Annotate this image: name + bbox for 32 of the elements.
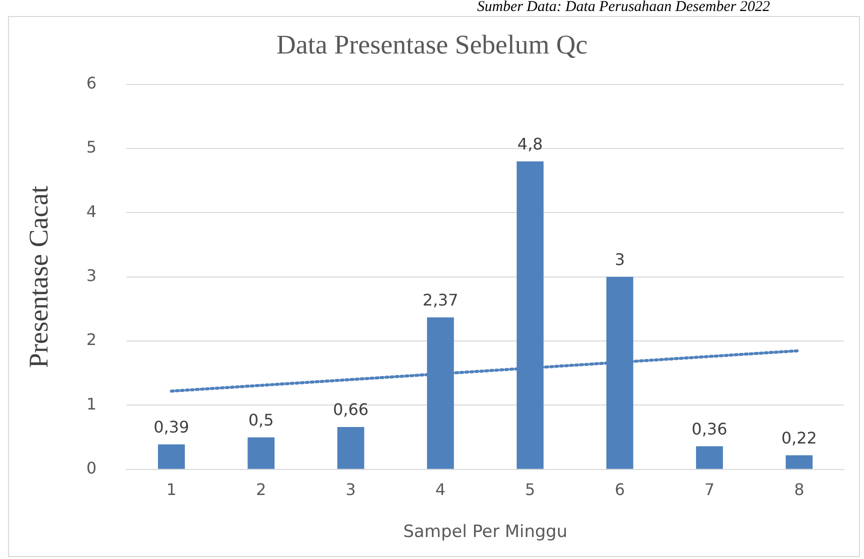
y-tick-label: 1 <box>86 394 97 414</box>
data-label: 4,8 <box>517 134 543 154</box>
bar <box>158 444 185 469</box>
bar <box>337 427 364 469</box>
x-tick-label: 5 <box>525 480 536 500</box>
bar <box>696 446 723 469</box>
data-label: 3 <box>614 250 625 270</box>
x-tick-label: 1 <box>166 480 177 500</box>
x-tick-label: 3 <box>346 480 356 500</box>
x-tick-label: 2 <box>256 480 266 500</box>
y-tick-label: 3 <box>86 266 97 286</box>
data-label: 0,5 <box>248 410 274 430</box>
x-tick-label: 7 <box>704 480 715 500</box>
data-label: 0,39 <box>154 418 190 437</box>
x-tick-label: 4 <box>435 480 446 500</box>
y-tick-label: 2 <box>86 330 97 350</box>
data-label: 2,37 <box>422 290 458 310</box>
y-axis-title: Presentase Cacat <box>23 185 54 368</box>
x-axis-title: Sampel Per Minggu <box>403 522 568 542</box>
x-tick-label: 8 <box>794 480 804 500</box>
x-tick-label: 6 <box>614 480 625 500</box>
y-tick-label: 4 <box>86 202 97 221</box>
text: Sumber Data: Data Perusahaan Desember 2022 <box>476 0 771 15</box>
y-tick-label: 5 <box>86 138 97 157</box>
y-tick-label: 0 <box>86 458 97 478</box>
y-tick-label: 6 <box>86 74 97 93</box>
chart-title: Data Presentase Sebelum Qc <box>276 29 588 60</box>
data-label: 0,36 <box>692 419 728 438</box>
bar <box>248 437 275 469</box>
data-label: 0,66 <box>332 400 369 420</box>
bar <box>786 455 813 469</box>
data-label: 0,22 <box>781 428 817 448</box>
